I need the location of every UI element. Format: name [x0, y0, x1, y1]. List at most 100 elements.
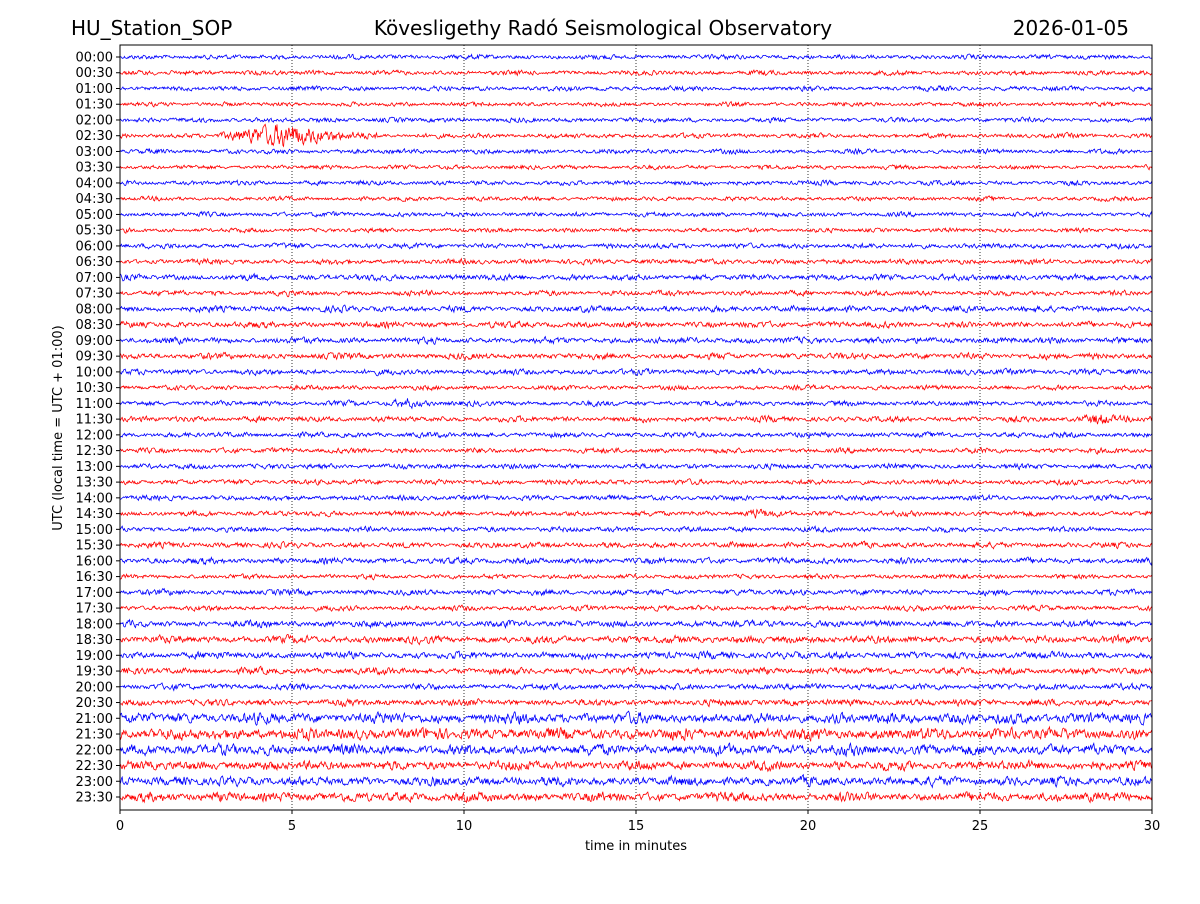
y-tick-label: 02:30 [76, 129, 113, 144]
y-tick-label: 07:30 [76, 287, 113, 302]
trace-0400 [119, 179, 1153, 187]
station-title: HU_Station_SOP [71, 16, 232, 40]
trace-0730 [119, 289, 1153, 298]
y-tick-label: 10:00 [76, 365, 113, 380]
trace-1130 [119, 413, 1153, 425]
y-tick-label: 23:30 [76, 791, 113, 806]
trace-0630 [119, 257, 1153, 266]
y-axis-label: UTC (local time = UTC + 01:00) [51, 325, 66, 530]
trace-1700 [119, 587, 1153, 597]
trace-2300 [119, 773, 1153, 789]
y-tick-label: 22:00 [76, 743, 113, 758]
y-tick-label: 17:30 [76, 602, 113, 617]
y-tick-labels: 00:0000:3001:0001:3002:0002:3003:0003:30… [76, 51, 120, 806]
x-axis-label: time in minutes [585, 839, 687, 854]
trace-0000 [119, 53, 1153, 61]
y-tick-label: 03:30 [76, 161, 113, 176]
trace-0900 [119, 335, 1153, 346]
trace-1230 [119, 446, 1153, 455]
trace-2230 [119, 758, 1153, 773]
y-tick-label: 15:00 [76, 523, 113, 538]
y-tick-label: 06:00 [76, 239, 113, 254]
y-tick-label: 00:00 [76, 51, 113, 66]
trace-0230 [119, 123, 1153, 148]
date-title: 2026-01-05 [1013, 16, 1129, 40]
y-tick-label: 09:30 [76, 350, 113, 365]
trace-1600 [119, 556, 1153, 566]
y-tick-label: 14:30 [76, 507, 113, 522]
y-tick-label: 11:30 [76, 413, 113, 428]
y-tick-label: 07:00 [76, 271, 113, 286]
trace-1430 [119, 508, 1153, 519]
y-tick-label: 03:00 [76, 145, 113, 160]
y-tick-label: 12:30 [76, 444, 113, 459]
y-tick-label: 08:30 [76, 318, 113, 333]
trace-0530 [119, 226, 1153, 234]
y-tick-label: 18:30 [76, 633, 113, 648]
y-tick-label: 04:00 [76, 176, 113, 191]
trace-1800 [119, 618, 1153, 630]
y-tick-label: 09:00 [76, 334, 113, 349]
x-tick-label: 25 [972, 819, 989, 834]
y-tick-label: 06:30 [76, 255, 113, 270]
grid-lines [291, 45, 981, 810]
trace-0300 [119, 147, 1153, 156]
trace-1200 [119, 430, 1153, 439]
trace-0430 [119, 195, 1153, 203]
trace-0830 [119, 320, 1153, 330]
trace-0800 [119, 304, 1153, 314]
trace-1000 [119, 367, 1153, 377]
trace-0130 [119, 100, 1153, 108]
y-tick-label: 18:00 [76, 617, 113, 632]
y-tick-label: 17:00 [76, 586, 113, 601]
y-tick-label: 11:00 [76, 397, 113, 412]
trace-2030 [119, 697, 1153, 708]
trace-2130 [119, 725, 1153, 742]
y-tick-label: 04:30 [76, 192, 113, 207]
trace-0930 [119, 351, 1153, 362]
y-tick-label: 19:30 [76, 665, 113, 680]
trace-0330 [119, 164, 1153, 171]
y-tick-label: 12:00 [76, 428, 113, 443]
y-tick-label: 08:00 [76, 302, 113, 317]
x-tick-label: 15 [628, 819, 645, 834]
trace-1100 [119, 398, 1153, 410]
y-tick-label: 02:00 [76, 113, 113, 128]
y-tick-label: 16:30 [76, 570, 113, 585]
trace-2200 [119, 741, 1153, 758]
trace-0700 [119, 272, 1153, 282]
trace-2330 [120, 790, 1153, 804]
plot-frame [119, 44, 1153, 811]
trace-1630 [119, 573, 1153, 581]
y-tick-label: 21:00 [76, 712, 113, 727]
y-tick-label: 13:30 [76, 476, 113, 491]
y-tick-label: 13:00 [76, 460, 113, 475]
trace-1300 [119, 462, 1153, 471]
x-tick-label: 0 [116, 819, 124, 834]
trace-0500 [119, 210, 1153, 218]
y-tick-label: 16:00 [76, 554, 113, 569]
x-tick-label: 30 [1144, 819, 1161, 834]
trace-1030 [119, 384, 1153, 392]
x-tick-label: 5 [288, 819, 296, 834]
x-tick-label: 20 [800, 819, 817, 834]
trace-2100 [119, 710, 1153, 726]
trace-1730 [119, 604, 1153, 613]
y-tick-label: 20:30 [76, 696, 113, 711]
y-tick-label: 00:30 [76, 66, 113, 81]
trace-0200 [119, 116, 1153, 124]
traces [119, 53, 1153, 804]
y-tick-label: 20:00 [76, 680, 113, 695]
trace-1330 [119, 478, 1153, 487]
y-tick-label: 22:30 [76, 759, 113, 774]
chart-title: Kövesligethy Radó Seismological Observat… [374, 16, 832, 40]
y-tick-label: 01:00 [76, 82, 113, 97]
trace-1900 [119, 649, 1153, 661]
trace-1500 [119, 525, 1153, 534]
y-tick-label: 14:00 [76, 491, 113, 506]
y-tick-label: 01:30 [76, 98, 113, 113]
trace-1930 [119, 665, 1153, 677]
x-tick-labels: 0 5 10 15 20 25 30 [116, 810, 1160, 834]
y-tick-label: 21:30 [76, 728, 113, 743]
